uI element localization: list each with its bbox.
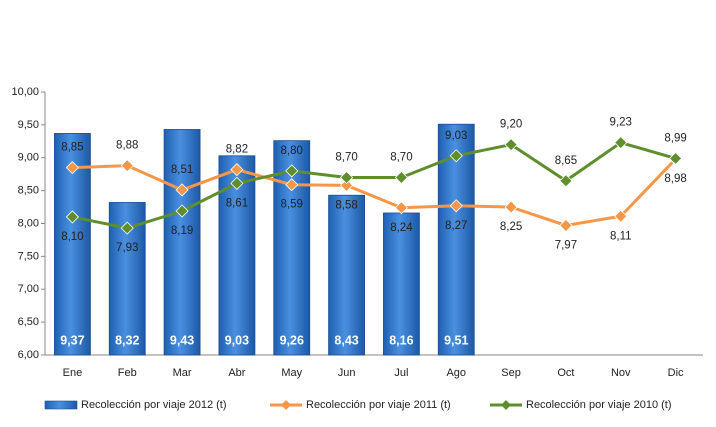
legend-label: Recolección por viaje 2010 (t) — [526, 399, 672, 411]
bar-value-label: 9,26 — [280, 333, 304, 347]
x-tick-label: Jun — [338, 367, 356, 379]
bar-value-label: 9,03 — [225, 333, 249, 347]
marker — [669, 151, 683, 165]
marker — [504, 138, 518, 152]
bar — [437, 123, 475, 356]
value-label: 8,59 — [281, 199, 303, 211]
marker — [340, 170, 354, 185]
value-label: 7,97 — [555, 240, 577, 252]
value-label: 7,93 — [116, 242, 138, 254]
y-tick-label: 8,00 — [18, 217, 39, 229]
x-tick-label: Mar — [173, 367, 192, 379]
marker — [559, 218, 573, 233]
legend-marker — [281, 400, 291, 410]
value-label: 8,27 — [445, 220, 467, 232]
value-label: 8,80 — [281, 145, 303, 157]
y-tick-label: 6,50 — [18, 316, 39, 328]
x-tick-label: Ago — [446, 367, 466, 379]
y-tick-label: 9,00 — [18, 152, 39, 164]
legend-label: Recolección por viaje 2011 (t) — [306, 399, 451, 411]
line — [72, 158, 677, 228]
x-tick-label: Oct — [557, 367, 574, 379]
marker — [65, 161, 79, 175]
value-label: 9,03 — [445, 130, 467, 142]
y-tick-label: 6,00 — [18, 349, 39, 361]
bar-value-label: 8,43 — [334, 333, 358, 347]
value-label: 8,82 — [226, 144, 248, 156]
y-tick-label: 8,50 — [18, 185, 39, 197]
value-label: 8,65 — [555, 155, 577, 167]
marker — [120, 221, 134, 235]
bar-value-label: 8,32 — [115, 333, 139, 347]
value-label: 9,23 — [610, 117, 632, 129]
y-tick-label: 7,50 — [18, 250, 39, 262]
marker — [614, 136, 628, 150]
value-label: 8,25 — [500, 221, 522, 233]
legend-label: Recolección por viaje 2012 (t) — [81, 399, 227, 411]
legend-marker — [501, 400, 511, 410]
value-label: 8,88 — [116, 140, 138, 152]
marker — [340, 178, 354, 192]
value-label: 8,99 — [664, 132, 686, 144]
marker — [120, 159, 134, 173]
marker — [285, 178, 299, 192]
bar-value-label: 9,51 — [444, 333, 468, 347]
x-tick-label: Sep — [501, 367, 521, 379]
marker — [394, 201, 408, 215]
value-label: 8,10 — [61, 231, 83, 243]
marker — [449, 199, 463, 213]
marker — [230, 176, 244, 190]
value-label: 8,19 — [171, 225, 193, 237]
legend-swatch — [44, 400, 78, 410]
y-tick-label: 10,00 — [11, 86, 39, 98]
bar-value-label: 9,37 — [60, 333, 84, 347]
marker — [449, 149, 463, 163]
marker — [175, 204, 189, 218]
line — [72, 140, 676, 230]
x-tick-label: Abr — [228, 367, 245, 379]
value-label: 8,61 — [226, 197, 248, 209]
value-label: 8,58 — [335, 199, 357, 211]
y-tick-label: 7,00 — [18, 283, 39, 295]
marker — [175, 183, 189, 197]
x-tick-label: Ene — [63, 367, 83, 379]
x-tick-label: Nov — [611, 367, 631, 379]
value-label: 8,98 — [664, 173, 686, 185]
bar-value-label: 9,43 — [170, 333, 194, 347]
marker — [285, 164, 299, 178]
value-label: 8,51 — [171, 164, 193, 176]
value-label: 8,85 — [61, 142, 83, 154]
bar — [163, 129, 201, 356]
value-label: 9,20 — [500, 119, 522, 131]
y-tick-label: 9,50 — [18, 119, 39, 131]
value-label: 8,24 — [390, 222, 413, 234]
x-tick-label: Feb — [118, 367, 137, 379]
marker — [230, 163, 244, 177]
marker — [504, 200, 518, 214]
marker — [394, 170, 408, 185]
marker — [559, 174, 573, 188]
marker — [614, 209, 628, 223]
value-label: 8,70 — [390, 152, 412, 164]
value-label: 8,70 — [335, 152, 357, 164]
x-tick-label: May — [281, 367, 302, 379]
x-tick-label: Jul — [394, 367, 408, 379]
marker — [65, 210, 79, 224]
x-tick-label: Dic — [668, 367, 684, 379]
bar-value-label: 8,16 — [389, 333, 413, 347]
bar — [328, 194, 365, 356]
value-label: 8,11 — [610, 230, 632, 242]
